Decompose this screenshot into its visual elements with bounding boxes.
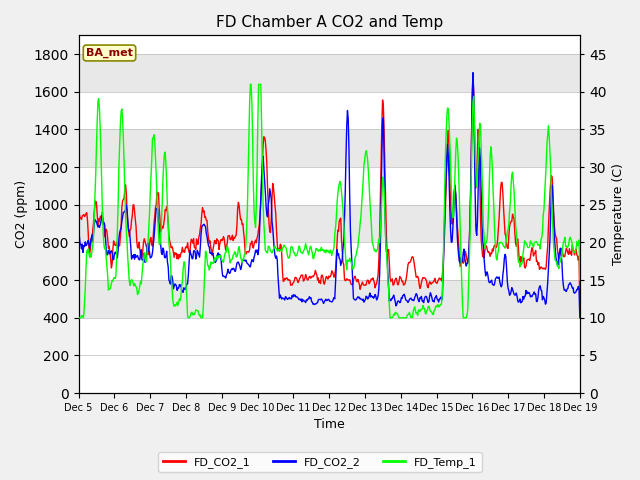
- Bar: [79, 280, 580, 318]
- X-axis label: Time: Time: [314, 419, 344, 432]
- Title: FD Chamber A CO2 and Temp: FD Chamber A CO2 and Temp: [216, 15, 443, 30]
- Bar: [79, 130, 580, 167]
- Bar: [79, 54, 580, 92]
- Text: BA_met: BA_met: [86, 48, 133, 58]
- Y-axis label: CO2 (ppm): CO2 (ppm): [15, 180, 28, 248]
- Legend: FD_CO2_1, FD_CO2_2, FD_Temp_1: FD_CO2_1, FD_CO2_2, FD_Temp_1: [159, 452, 481, 472]
- Y-axis label: Temperature (C): Temperature (C): [612, 163, 625, 265]
- Bar: [79, 205, 580, 242]
